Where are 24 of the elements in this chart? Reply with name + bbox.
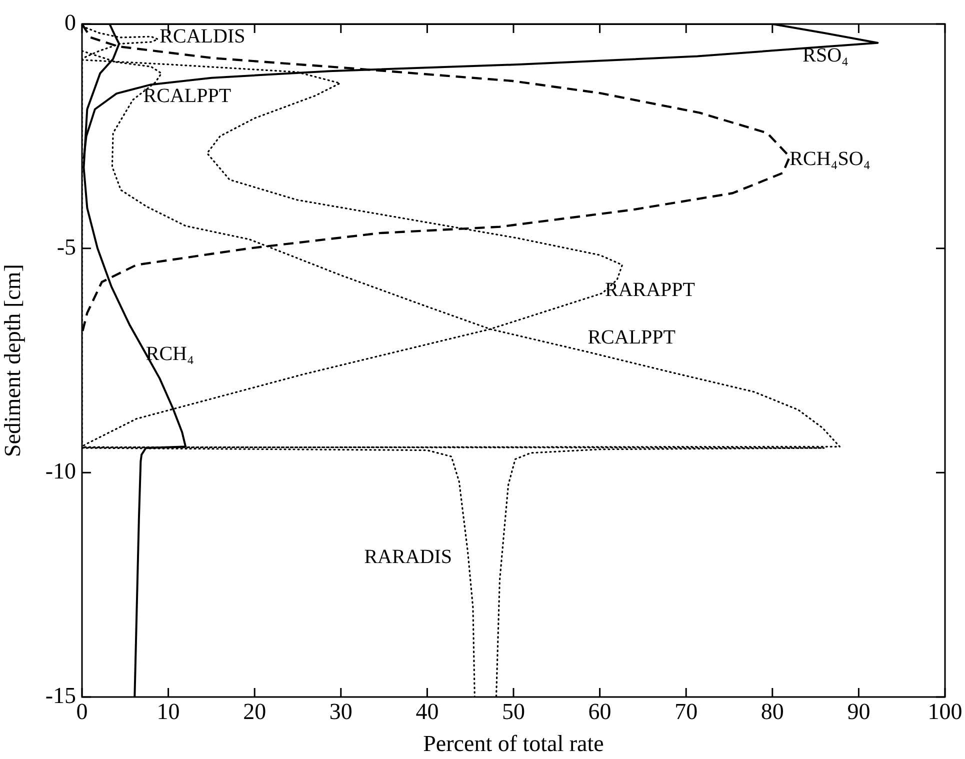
- annotation: RSO₄: [802, 44, 849, 67]
- annotation: RCALDIS: [160, 26, 246, 48]
- x-tick-label: 60: [588, 698, 612, 724]
- x-tick-label: 70: [674, 698, 698, 724]
- y-axis-title: Sediment depth [cm]: [0, 264, 25, 457]
- annotation: RARAPPT: [604, 279, 696, 302]
- y-tick-label: 0: [64, 10, 76, 36]
- x-tick-label: 90: [847, 698, 870, 724]
- x-tick-label: 80: [760, 698, 784, 724]
- y-tick-label: -10: [45, 458, 76, 484]
- x-tick-label: 100: [928, 698, 962, 724]
- x-tick-label: 10: [156, 698, 180, 724]
- y-tick-label: -5: [56, 234, 76, 260]
- annotation: RCH₄: [146, 342, 194, 365]
- x-tick-label: 20: [243, 698, 266, 724]
- x-tick-label: 30: [329, 698, 352, 724]
- x-tick-label: 40: [416, 698, 439, 724]
- annotation: RCALPPT: [588, 326, 676, 349]
- annotation: RCH₄SO₄: [790, 148, 870, 170]
- x-tick-label: 50: [502, 698, 525, 724]
- annotation: RCALPPT: [143, 84, 232, 107]
- x-axis-title: Percent of total rate: [423, 731, 604, 756]
- annotation: RARADIS: [364, 546, 452, 568]
- y-tick-label: -15: [45, 683, 76, 708]
